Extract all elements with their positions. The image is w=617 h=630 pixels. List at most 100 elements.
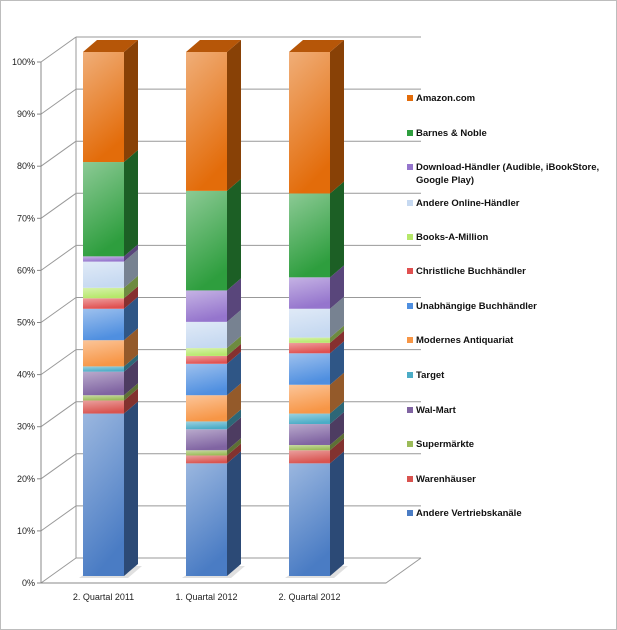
- legend-item: Modernes Antiquariat: [407, 335, 514, 346]
- legend-item: Warenhäuser: [407, 474, 476, 485]
- bar-segment-front: [83, 308, 124, 341]
- bar-segment-front: [186, 421, 227, 430]
- bar-segment-side: [330, 401, 344, 425]
- bar-segment-side: [227, 178, 241, 291]
- legend-swatch: [407, 95, 413, 101]
- legend-label: Barnes & Noble: [416, 128, 487, 139]
- bar-1: [182, 40, 245, 578]
- gridline-diagonal: [40, 140, 77, 167]
- bar-segment-front: [289, 342, 330, 354]
- bar-segment-side: [124, 296, 138, 341]
- bar-segment-side: [330, 330, 344, 354]
- legend-item: Supermärkte: [407, 439, 474, 450]
- bar-segment-front: [186, 190, 227, 291]
- bar-segment-front: [289, 413, 330, 425]
- gridline-diagonal: [40, 88, 77, 115]
- bar-segment-front: [83, 256, 124, 262]
- legend-item: Barnes & Noble: [407, 128, 487, 139]
- y-tick-label: 40%: [17, 370, 35, 380]
- x-axis-labels: 2. Quartal 2011 1. Quartal 2012 2. Quartal…: [73, 592, 341, 602]
- bar-segment-front: [186, 450, 227, 456]
- bar-segment-front: [83, 395, 124, 401]
- bar-segment-side: [227, 343, 241, 364]
- bar-segment-side: [124, 40, 138, 163]
- x-tick-label: 2. Quartal 2011: [73, 592, 134, 602]
- bar-segment-side: [124, 401, 138, 576]
- bar-segment-front: [289, 277, 330, 309]
- bar-segment-side: [227, 309, 241, 349]
- bar-segment-side: [124, 150, 138, 257]
- y-tick-label: 0%: [22, 578, 35, 588]
- legend-label: Amazon.com: [416, 93, 475, 104]
- bars: [79, 40, 348, 578]
- y-tick-label: 20%: [17, 474, 35, 484]
- bar-segment-front: [186, 321, 227, 349]
- bar-segment-side: [330, 296, 344, 338]
- bar-segment-front: [289, 450, 330, 464]
- bar-segment-side: [227, 40, 241, 191]
- y-tick-label: 30%: [17, 422, 35, 432]
- bar-segment-front: [83, 52, 124, 163]
- bar-segment-front: [186, 455, 227, 464]
- legend-label-line: Google Play): [416, 175, 474, 186]
- bar-segment-front: [186, 363, 227, 396]
- x-tick-label: 1. Quartal 2012: [175, 592, 237, 602]
- bar-segment-side: [330, 412, 344, 445]
- legend-label: Supermärkte: [416, 439, 474, 450]
- legend-swatch: [407, 407, 413, 413]
- bar-segment-side: [124, 275, 138, 299]
- bar-segment-side: [227, 351, 241, 396]
- bar-segment-front: [289, 52, 330, 194]
- bar-segment-side: [124, 249, 138, 288]
- bar-segment-front: [186, 429, 227, 451]
- legend-swatch: [407, 268, 413, 274]
- bar-segment-side: [330, 265, 344, 309]
- legend-item: Christliche Buchhändler: [407, 266, 526, 277]
- legend: Amazon.com Barnes & Noble Download-Händler…: [407, 93, 599, 519]
- bar-segment-front: [83, 400, 124, 414]
- bar-segment-front: [83, 366, 124, 372]
- bar-segment-front: [83, 340, 124, 367]
- bar-segment-front: [289, 463, 330, 576]
- legend-label: Download-Händler (Audible, iBookStore, Go…: [416, 162, 599, 186]
- legend-swatch: [407, 476, 413, 482]
- bar-segment-side: [330, 181, 344, 278]
- bar-segment-side: [227, 417, 241, 451]
- legend-label-line: Download-Händler (Audible, iBookStore,: [416, 162, 599, 173]
- legend-item: Unabhängige Buchhändler: [407, 301, 537, 312]
- bar-segment-side: [227, 278, 241, 322]
- bar-segment-front: [289, 384, 330, 414]
- y-axis: 0% 10% 20% 30% 40% 50% 60% 70% 80% 90% 100%: [12, 57, 386, 588]
- legend-label: Warenhäuser: [416, 474, 476, 485]
- gridline-diagonal: [40, 244, 77, 271]
- gridline-diagonal: [40, 453, 77, 480]
- legend-label: Christliche Buchhändler: [416, 266, 526, 277]
- legend-label: Target: [416, 370, 445, 381]
- legend-label: Wal-Mart: [416, 405, 457, 416]
- bar-segment-side: [330, 433, 344, 451]
- y-tick-label: 90%: [17, 109, 35, 119]
- bar-segment-front: [289, 308, 330, 338]
- bar-segment-front: [186, 290, 227, 322]
- legend-label: Andere Online-Händler: [416, 198, 520, 209]
- gridline-diagonal: [40, 557, 77, 584]
- legend-swatch: [407, 234, 413, 240]
- bar-segment-side: [227, 409, 241, 430]
- y-tick-label: 100%: [12, 57, 35, 67]
- y-tick-label: 10%: [17, 526, 35, 536]
- legend-item: Download-Händler (Audible, iBookStore, Go…: [407, 162, 599, 186]
- bar-segment-side: [124, 359, 138, 396]
- bar-segment-top: [186, 40, 241, 52]
- gridline-diagonal: [40, 401, 77, 428]
- bar-segment-side: [124, 388, 138, 414]
- bar-segment-front: [83, 261, 124, 288]
- legend-label: Books-A-Million: [416, 232, 488, 243]
- bar-segment-front: [83, 287, 124, 299]
- bar-segment-front: [289, 445, 330, 451]
- bar-segment-side: [330, 451, 344, 576]
- gridline-diagonal: [40, 349, 77, 376]
- bar-segment-front: [83, 371, 124, 396]
- legend-item: Amazon.com: [407, 93, 475, 104]
- bar-segment-side: [330, 40, 344, 194]
- legend-item: Andere Online-Händler: [407, 198, 520, 209]
